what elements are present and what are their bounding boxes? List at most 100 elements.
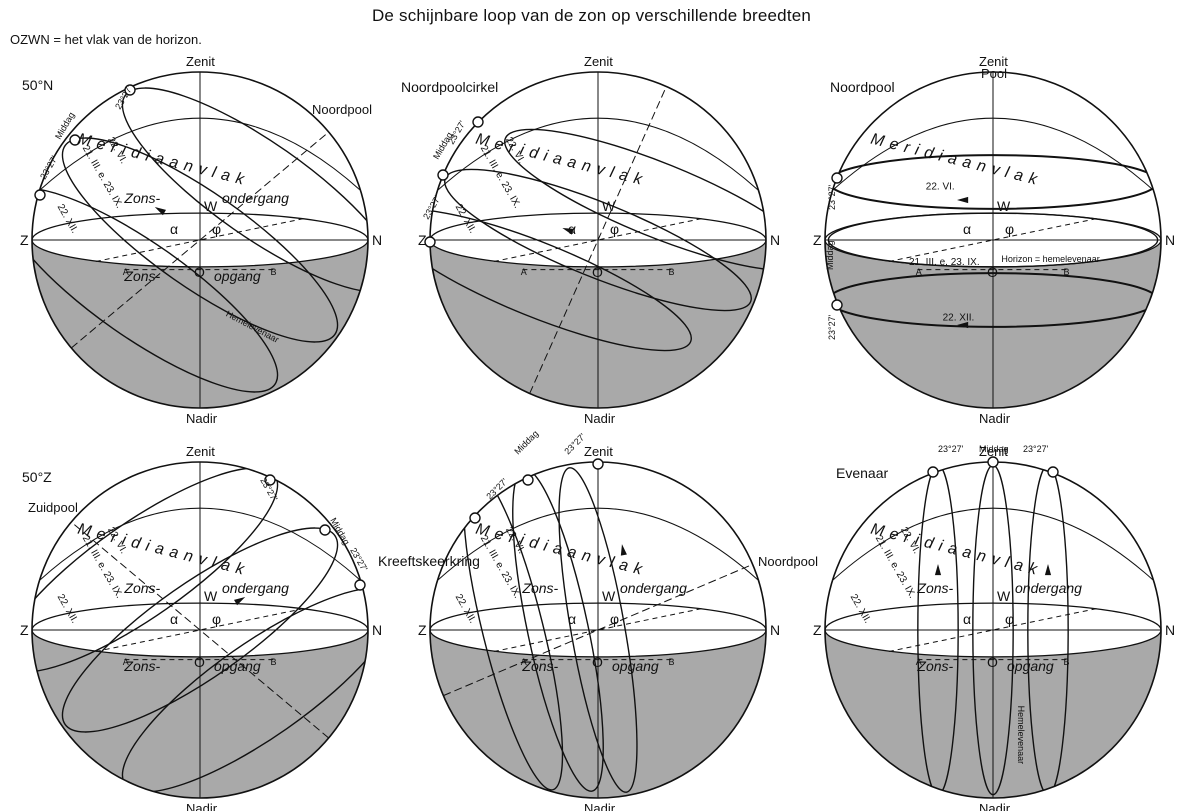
b-label: B [271,657,277,667]
sphere-outline [824,71,1162,409]
noon-point [319,524,331,536]
phi-label: φ [610,221,619,237]
noon-point [472,116,484,128]
n-label: N [372,232,382,248]
sun-path-arrow [562,227,574,235]
z-label: Z [418,622,427,638]
sun-path-june [121,87,368,293]
a-label: A [123,657,129,667]
zenith-label: Zenit [186,54,215,69]
sun-path-equinox [61,527,339,733]
w-label: W [997,588,1011,604]
sphere-interior [825,462,1161,798]
alpha-label: α [963,611,971,627]
sun-path-arrow [620,544,627,556]
nadir-label: Nadir [584,411,616,426]
alpha-label: α [170,611,178,627]
zons-rise-label: Zons- [123,658,160,674]
z-label: Z [813,232,822,248]
opgang-label: opgang [1007,658,1054,674]
sun-path-arrow [934,564,942,576]
noon-point [69,134,81,146]
noon-point [1047,466,1059,478]
z-label: Z [20,622,29,638]
z-label: Z [418,232,427,248]
n-label: N [770,232,780,248]
alpha-label: α [568,221,576,237]
june-path-label: 22. VI. [926,182,955,193]
middag-label: Middag [825,240,835,270]
angle-label: 23°27' [938,444,964,454]
b-label: B [271,267,277,277]
angle-label: 23°27' [348,546,369,573]
sun-path-arrow [957,321,969,329]
sphere-interior [32,72,368,408]
meridian-arc [833,507,1153,580]
noon-point [592,458,604,470]
angle-label: 23°27' [38,154,59,181]
z-label: Z [20,232,29,248]
noon-point [34,189,46,201]
polar-axis [529,86,667,394]
o-label: O [987,654,998,670]
sun-path-equinox [827,212,1159,268]
angle-label: 23°27' [113,84,134,111]
meridian-arc [40,507,360,580]
middag-label: Middag [431,130,454,161]
hemelevenaar-label: Hemelevenaar [1016,706,1026,765]
w-label: W [997,198,1011,214]
sun-path-dec [430,208,692,352]
o-label: O [592,264,603,280]
zenith-label: Zenit [584,444,613,459]
noon-point [354,579,366,591]
ondergang-label: ondergang [1015,580,1082,596]
nadir-label: Nadir [979,801,1011,811]
opgang-label: opgang [214,268,261,284]
zons-rise-label: Zons- [521,658,558,674]
equinox-path-label: 21. III. e. 23. IX. [909,257,980,268]
a-label: A [916,657,922,667]
angle-label: 23°27' [827,314,837,340]
opgang-label: opgang [612,658,659,674]
dec-path-label: 22. XII. [943,313,975,324]
panel-label: 50°Z [22,469,52,485]
phi-label: φ [1005,221,1014,237]
a-label: A [916,267,922,277]
polar-axis [70,131,330,349]
zons-set-label: Zons- [521,580,558,596]
w-label: W [204,588,218,604]
w-label: W [602,198,616,214]
noon-point [522,474,534,486]
nadir-label: Nadir [584,801,616,811]
panel-label: 50°N [22,77,53,93]
alpha-label: α [170,221,178,237]
middag-label: Middag [979,444,1009,454]
nadir-label: Nadir [186,801,218,811]
alpha-label: α [568,611,576,627]
pole-name-label: Noordpool [758,554,818,569]
b-label: B [669,267,675,277]
panel-label: Noordpool [830,79,895,95]
zons-set-label: Zons- [123,580,160,596]
noon-point [437,169,449,181]
ondergang-label: ondergang [222,580,289,596]
meridian-arc [40,117,360,190]
middag-label: Middag [328,516,351,547]
ondergang-label: ondergang [222,190,289,206]
sun-path-arrow [1044,564,1052,576]
zons-set-label: Zons- [123,190,160,206]
sun-path-dec [32,187,279,393]
sphere-outline [31,461,369,799]
sphere-outline [31,71,369,409]
meridian-arc [438,117,758,190]
meridian-arc [833,117,1153,190]
sphere-interior [430,72,766,408]
a-label: A [521,657,527,667]
zenith-label: Zenit [979,54,1008,69]
angle-label: 23°27' [827,184,837,210]
horizon-eq-label: Horizon = hemelevenaar [1001,254,1099,264]
